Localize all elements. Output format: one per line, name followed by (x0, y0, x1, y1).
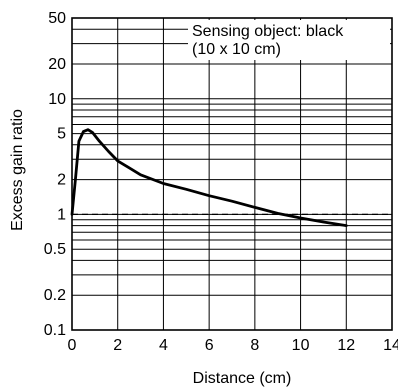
x-tick-label: 6 (205, 337, 214, 354)
x-tick-label: 2 (113, 337, 122, 354)
y-tick-label: 50 (48, 10, 66, 27)
plot-frame (71, 17, 393, 331)
excess-gain-curve (70, 128, 348, 227)
x-tick-label: 14 (383, 337, 398, 354)
annotation-box: Sensing object: black (10 x 10 cm) (188, 20, 390, 60)
y-tick-label: 20 (48, 56, 66, 73)
annotation-background (188, 20, 390, 60)
y-tick-labels: 0.1 0.2 0.5 1 2 5 10 20 50 (44, 10, 66, 339)
y-tick-label: 2 (57, 172, 66, 189)
y-tick-label: 1 (57, 206, 66, 223)
plot-border (71, 17, 393, 331)
y-tick-label: 5 (57, 126, 66, 143)
x-tick-labels: 0 2 4 6 8 10 12 14 (68, 337, 398, 354)
y-axis-label: Excess gain ratio (9, 109, 26, 231)
x-tick-label: 0 (68, 337, 77, 354)
x-tick-label: 10 (292, 337, 310, 354)
y-tick-label: 10 (48, 91, 66, 108)
x-tick-label: 12 (337, 337, 355, 354)
annotation-line-1: Sensing object: black (192, 23, 344, 40)
y-tick-label: 0.5 (44, 241, 66, 258)
y-tick-label: 0.1 (44, 322, 66, 339)
y-tick-label: 0.2 (44, 287, 66, 304)
grid-lines (71, 17, 393, 331)
x-tick-label: 4 (159, 337, 168, 354)
x-tick-label: 8 (250, 337, 259, 354)
x-axis-label: Distance (cm) (193, 370, 292, 387)
annotation-line-2: (10 x 10 cm) (192, 41, 281, 58)
